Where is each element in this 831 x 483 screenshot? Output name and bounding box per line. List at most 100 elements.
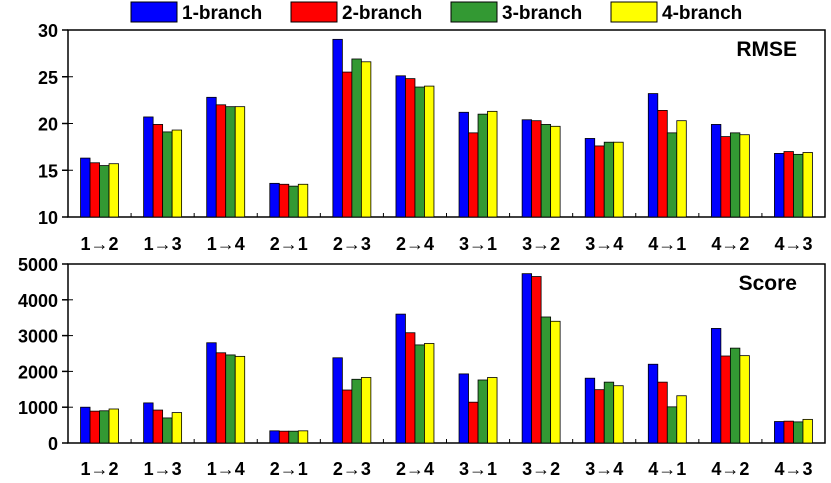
bar-4-branch-4→1 [676,120,687,218]
bar-2-branch-3→1 [468,401,479,444]
bar-2-branch-4→2 [720,355,731,444]
bar-3-branch-3→4 [603,381,615,444]
bar-3-branch-1→4 [225,354,236,444]
bar-4-branch-1→4 [234,355,246,444]
bar-4-branch-3→2 [550,125,561,218]
bar-2-branch-1→2 [89,410,100,444]
bar-4-branch-3→1 [487,110,498,218]
bar-3-branch-4→2 [729,132,741,218]
bar-2-branch-4→1 [657,381,668,444]
legend-label-3-branch: 3-branch [502,3,582,24]
bar-3-branch-4→3 [793,153,804,218]
legend-swatch-4-branch [610,1,658,23]
bar-1-branch-1→3 [143,402,154,444]
bar-3-branch-2→4 [414,86,425,218]
bar-1-branch-2→1 [269,430,280,444]
y-tick-label: 10 [38,208,58,228]
legend-label-4-branch: 4-branch [662,3,742,24]
bar-1-branch-2→3 [332,38,343,218]
bar-4-branch-2→1 [297,430,309,444]
x-tick-label: 4→2 [711,234,749,254]
bar-2-branch-2→1 [278,430,290,444]
panel-title: RMSE [736,38,797,61]
bar-2-branch-2→3 [341,389,353,444]
bar-1-branch-2→4 [395,313,406,444]
legend-label-1-branch: 1-branch [182,3,262,24]
x-tick-label: 3→2 [522,459,560,479]
legend-swatch-2-branch [290,1,338,23]
x-tick-label: 1→3 [144,459,182,479]
bar-2-branch-2→4 [405,332,416,444]
x-tick-label: 2→1 [270,234,308,254]
bar-4-branch-4→3 [802,418,813,444]
x-tick-label: 3→1 [459,459,497,479]
bar-4-branch-4→2 [739,134,750,218]
bar-4-branch-3→2 [550,320,561,444]
bar-1-branch-3→1 [458,111,469,218]
bar-3-branch-2→4 [414,344,425,444]
bar-1-branch-4→2 [710,328,722,444]
x-tick-label: 2→4 [396,234,434,254]
y-tick-label: 30 [38,21,58,41]
bar-1-branch-2→1 [269,182,280,218]
y-tick-label: 4000 [18,291,58,311]
x-tick-label: 2→1 [270,459,308,479]
bar-1-branch-4→3 [774,421,785,444]
bar-3-branch-3→2 [540,316,552,444]
x-tick-label: 2→3 [333,459,371,479]
x-tick-label: 3→2 [522,234,560,254]
bar-3-branch-4→1 [666,132,678,218]
bar-3-branch-2→3 [351,58,362,218]
bar-2-branch-1→3 [152,409,164,444]
bar-2-branch-4→2 [720,136,731,218]
bar-1-branch-2→4 [395,75,406,218]
bar-3-branch-1→4 [225,106,236,218]
bar-3-branch-3→1 [477,113,488,218]
bar-2-branch-1→2 [89,162,100,218]
bar-2-branch-3→1 [468,132,479,218]
bar-2-branch-4→1 [657,110,668,218]
bar-2-branch-2→1 [278,183,290,218]
bar-4-branch-2→4 [424,85,435,218]
bar-3-branch-4→1 [666,406,678,444]
bar-3-branch-1→2 [99,165,110,218]
bar-4-branch-3→4 [613,385,624,444]
bar-1-branch-3→1 [458,373,469,444]
y-tick-label: 1000 [18,398,58,418]
y-tick-label: 3000 [18,327,58,347]
bar-4-branch-1→4 [234,106,246,218]
bar-4-branch-2→3 [360,377,372,444]
x-tick-label: 2→3 [333,234,371,254]
legend-swatch-1-branch [130,1,178,23]
bar-1-branch-4→2 [710,124,722,218]
bar-2-branch-1→3 [152,124,164,218]
x-tick-label: 4→3 [774,234,812,254]
y-tick-label: 15 [38,161,58,181]
x-tick-label: 4→1 [648,234,686,254]
bar-3-branch-2→1 [288,430,299,444]
bar-2-branch-3→4 [594,389,605,444]
legend-label-2-branch: 2-branch [342,3,422,24]
bar-1-branch-3→4 [584,138,596,218]
x-tick-label: 3→4 [585,459,623,479]
bar-3-branch-4→2 [729,347,741,444]
x-tick-label: 1→4 [207,234,245,254]
bar-3-branch-1→3 [162,417,173,444]
bar-4-branch-1→3 [171,129,183,218]
bar-3-branch-4→3 [793,421,804,444]
bar-1-branch-4→1 [647,93,659,218]
bar-2-branch-4→3 [783,420,794,444]
bar-4-branch-2→4 [424,343,435,444]
bar-3-branch-3→2 [540,124,552,218]
bar-3-branch-2→3 [351,378,362,444]
bar-1-branch-1→2 [80,157,91,218]
bar-1-branch-3→4 [584,377,596,444]
bar-1-branch-2→3 [332,357,343,444]
bar-2-branch-4→3 [783,151,794,218]
bar-2-branch-2→4 [405,78,416,218]
bar-1-branch-1→3 [143,116,154,218]
bar-2-branch-2→3 [341,71,353,218]
x-tick-label: 2→4 [396,459,434,479]
bar-4-branch-4→2 [739,355,750,444]
